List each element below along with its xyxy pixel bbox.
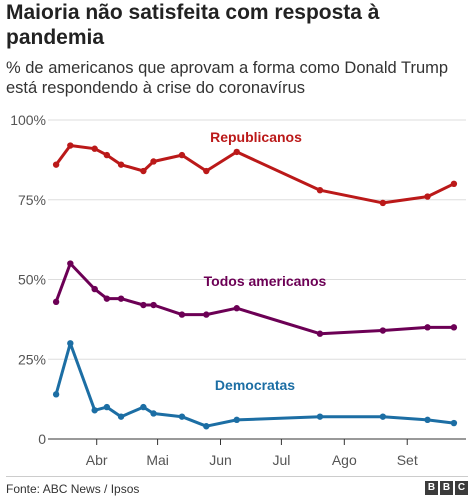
data-point <box>52 161 60 168</box>
data-point <box>450 324 458 331</box>
data-point <box>150 410 157 417</box>
data-point <box>424 416 431 424</box>
data-point <box>67 260 74 267</box>
logo-letter: B <box>425 481 438 495</box>
x-tick-label: Set <box>397 452 418 468</box>
data-point <box>67 142 74 149</box>
data-point <box>233 305 240 312</box>
data-point <box>424 193 431 200</box>
y-tick-label: 25% <box>18 351 46 367</box>
x-tick-label: Ago <box>332 452 357 468</box>
data-point <box>379 199 387 207</box>
data-point <box>233 416 240 424</box>
data-point <box>117 413 125 420</box>
data-point <box>203 167 210 175</box>
data-point <box>450 419 458 427</box>
data-point <box>140 167 147 175</box>
data-point <box>150 301 157 309</box>
page-subtitle: % de americanos que aprovam a forma como… <box>6 59 449 97</box>
data-point <box>67 340 74 347</box>
data-point <box>203 311 210 318</box>
bbc-logo: B B C <box>425 481 468 495</box>
data-point <box>379 413 387 420</box>
data-point <box>103 151 111 159</box>
series-1 <box>52 260 458 337</box>
data-point <box>91 285 98 293</box>
logo-letter: C <box>455 481 468 495</box>
chart-series-labels: Republicanos Todos americanos Democratas <box>204 129 327 393</box>
chart-gridlines <box>48 119 466 440</box>
series-label: Todos americanos <box>204 273 327 289</box>
x-tick-label: Jul <box>272 452 290 468</box>
data-point <box>379 327 387 334</box>
chart-ticks: 0 25% 50% 75% 100% Abr Mai Jun Jul Ago Set <box>10 112 418 468</box>
footer-divider <box>6 476 468 477</box>
series-line <box>54 144 456 205</box>
data-point <box>52 298 60 306</box>
logo-letter: B <box>440 481 453 495</box>
x-tick-label: Jun <box>209 452 232 468</box>
data-point <box>178 311 186 318</box>
x-tick-label: Abr <box>86 452 108 468</box>
data-point <box>316 330 324 337</box>
data-point <box>178 413 186 420</box>
source-note: Fonte: ABC News / Ipsos <box>6 482 140 496</box>
y-tick-label: 0 <box>38 431 46 447</box>
data-point <box>103 295 111 302</box>
data-point <box>140 403 147 411</box>
data-point <box>316 186 324 194</box>
data-point <box>203 423 210 430</box>
data-point <box>103 403 111 411</box>
data-point <box>91 145 98 152</box>
y-tick-label: 75% <box>18 192 46 208</box>
series-0 <box>52 142 458 207</box>
data-point <box>150 158 157 165</box>
data-point <box>52 391 60 398</box>
series-label: Democratas <box>215 377 295 393</box>
series-label: Republicanos <box>210 129 302 145</box>
series-2 <box>52 340 458 430</box>
data-point <box>140 301 147 309</box>
data-point <box>450 180 458 187</box>
data-point <box>316 413 324 420</box>
data-point <box>178 151 186 159</box>
data-point <box>424 324 431 331</box>
data-point <box>233 148 240 156</box>
y-tick-label: 100% <box>10 112 46 128</box>
data-point <box>91 407 98 414</box>
data-point <box>117 295 125 302</box>
data-point <box>117 161 125 168</box>
x-tick-label: Mai <box>146 452 169 468</box>
y-tick-label: 50% <box>18 272 46 288</box>
chart-series <box>52 142 458 430</box>
page-title: Maioria não satisfeita com resposta à pa… <box>6 1 380 49</box>
